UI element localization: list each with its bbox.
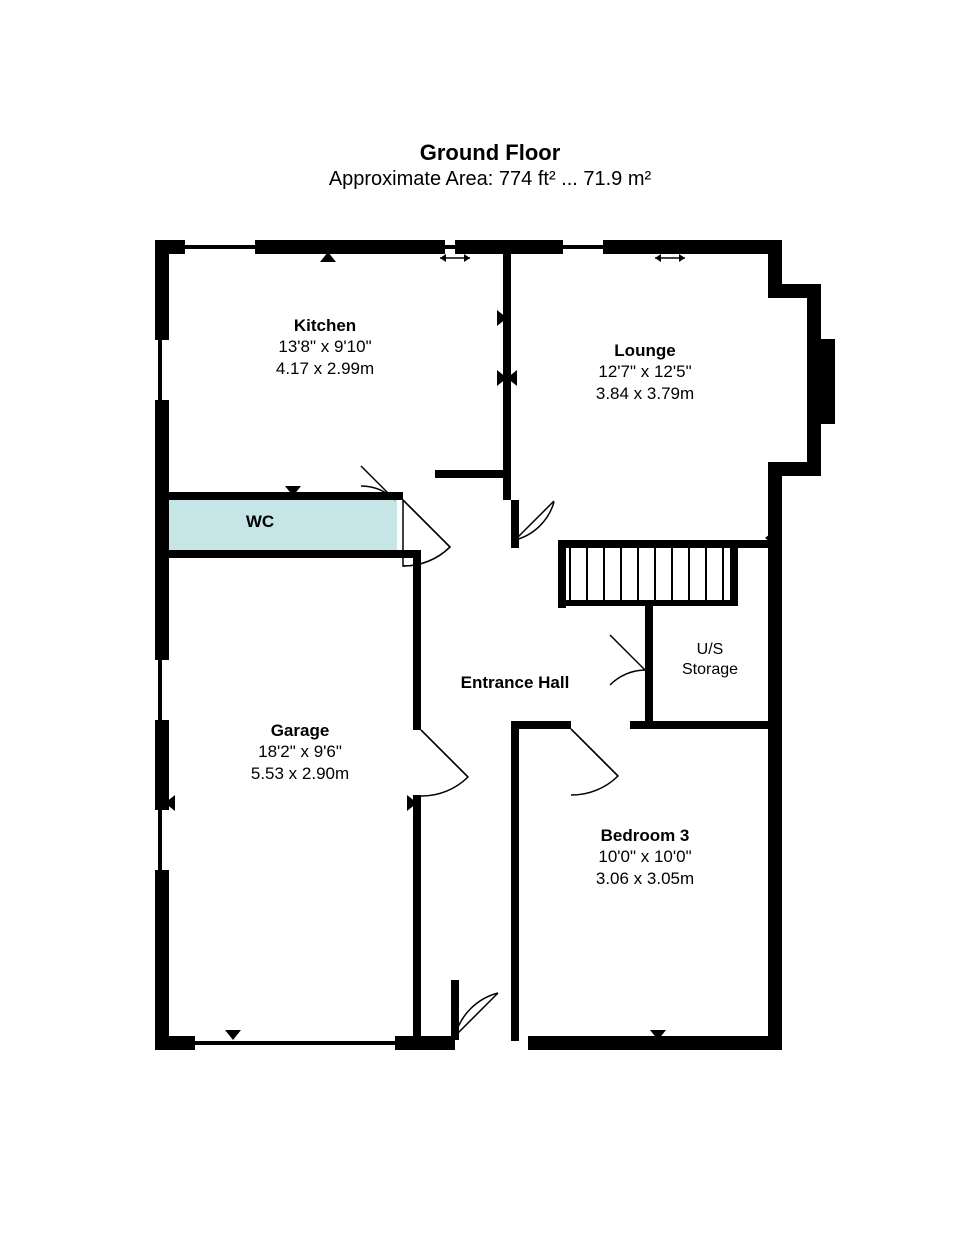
garage-label: Garage 18'2" x 9'6" 5.53 x 2.90m bbox=[210, 720, 390, 784]
floor-plan: Kitchen 13'8" x 9'10" 4.17 x 2.99m Loung… bbox=[155, 240, 835, 1050]
bedroom3-dims-imperial: 10'0" x 10'0" bbox=[555, 846, 735, 867]
wc-name: WC bbox=[246, 512, 274, 531]
wc-label: WC bbox=[230, 512, 290, 532]
bedroom3-label: Bedroom 3 10'0" x 10'0" 3.06 x 3.05m bbox=[555, 825, 735, 889]
kitchen-dims-imperial: 13'8" x 9'10" bbox=[235, 336, 415, 357]
kitchen-label: Kitchen 13'8" x 9'10" 4.17 x 2.99m bbox=[235, 315, 415, 379]
garage-name: Garage bbox=[210, 720, 390, 741]
plan-subtitle: Approximate Area: 774 ft² ... 71.9 m² bbox=[0, 168, 980, 191]
kitchen-name: Kitchen bbox=[235, 315, 415, 336]
bedroom3-name: Bedroom 3 bbox=[555, 825, 735, 846]
stairs bbox=[570, 548, 723, 602]
lounge-dims-metric: 3.84 x 3.79m bbox=[555, 383, 735, 404]
floor-plan-page: Ground Floor Approximate Area: 774 ft² .… bbox=[0, 0, 980, 1240]
lounge-name: Lounge bbox=[555, 340, 735, 361]
us-storage-label: U/S Storage bbox=[655, 640, 765, 680]
us-storage-line1: U/S bbox=[655, 640, 765, 660]
lounge-dims-imperial: 12'7" x 12'5" bbox=[555, 361, 735, 382]
plan-title: Ground Floor bbox=[0, 140, 980, 166]
lounge-label: Lounge 12'7" x 12'5" 3.84 x 3.79m bbox=[555, 340, 735, 404]
garage-dims-metric: 5.53 x 2.90m bbox=[210, 763, 390, 784]
garage-dims-imperial: 18'2" x 9'6" bbox=[210, 741, 390, 762]
bedroom3-window bbox=[585, 1041, 735, 1045]
kitchen-dims-metric: 4.17 x 2.99m bbox=[235, 358, 415, 379]
door-arcs bbox=[361, 466, 645, 1036]
entrance-hall-name: Entrance Hall bbox=[435, 672, 595, 693]
bedroom3-dims-metric: 3.06 x 3.05m bbox=[555, 868, 735, 889]
plan-header: Ground Floor Approximate Area: 774 ft² .… bbox=[0, 140, 980, 191]
us-storage-line2: Storage bbox=[655, 660, 765, 680]
entrance-hall-label: Entrance Hall bbox=[435, 672, 595, 693]
